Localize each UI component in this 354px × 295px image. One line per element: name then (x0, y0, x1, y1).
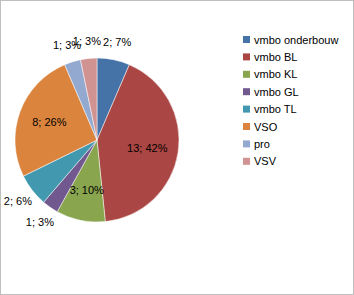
data-label: 2; 7% (103, 36, 131, 48)
legend-label: VSO (254, 121, 278, 133)
chart: 2; 7%13; 42%3; 10%1; 3%2; 6%8; 26%1; 3%1… (0, 0, 354, 295)
legend-swatch (243, 36, 250, 43)
legend-swatch (243, 53, 250, 60)
legend-label: vmbo TL (254, 103, 297, 115)
legend-swatch (243, 71, 250, 78)
legend-label: vmbo BL (254, 51, 297, 63)
data-labels: 2; 7%13; 42%3; 10%1; 3%2; 6%8; 26%1; 3%1… (4, 35, 168, 229)
legend-swatch (243, 140, 250, 147)
data-label: 1; 3% (26, 216, 54, 228)
data-label: 2; 6% (4, 195, 32, 207)
slice (97, 65, 179, 222)
data-label: 8; 26% (32, 116, 66, 128)
data-label: 3; 10% (70, 184, 104, 196)
data-label: 1; 3% (73, 35, 101, 47)
slice (80, 58, 97, 140)
legend-label: vmbo onderbouw (254, 34, 338, 46)
legend-swatch (243, 158, 250, 165)
legend-label: vmbo GL (254, 86, 299, 98)
data-label: 13; 42% (127, 142, 168, 154)
legend-label: VSV (254, 155, 277, 167)
chart-border (1, 1, 354, 295)
legend-label: vmbo KL (254, 68, 297, 80)
legend-swatch (243, 123, 250, 130)
legend-swatch (243, 88, 250, 95)
slices (15, 58, 179, 222)
legend-label: pro (254, 138, 270, 150)
legend: vmbo onderbouw vmbo BL vmbo KL vmbo GL vmbo … (243, 34, 338, 168)
legend-swatch (243, 106, 250, 113)
